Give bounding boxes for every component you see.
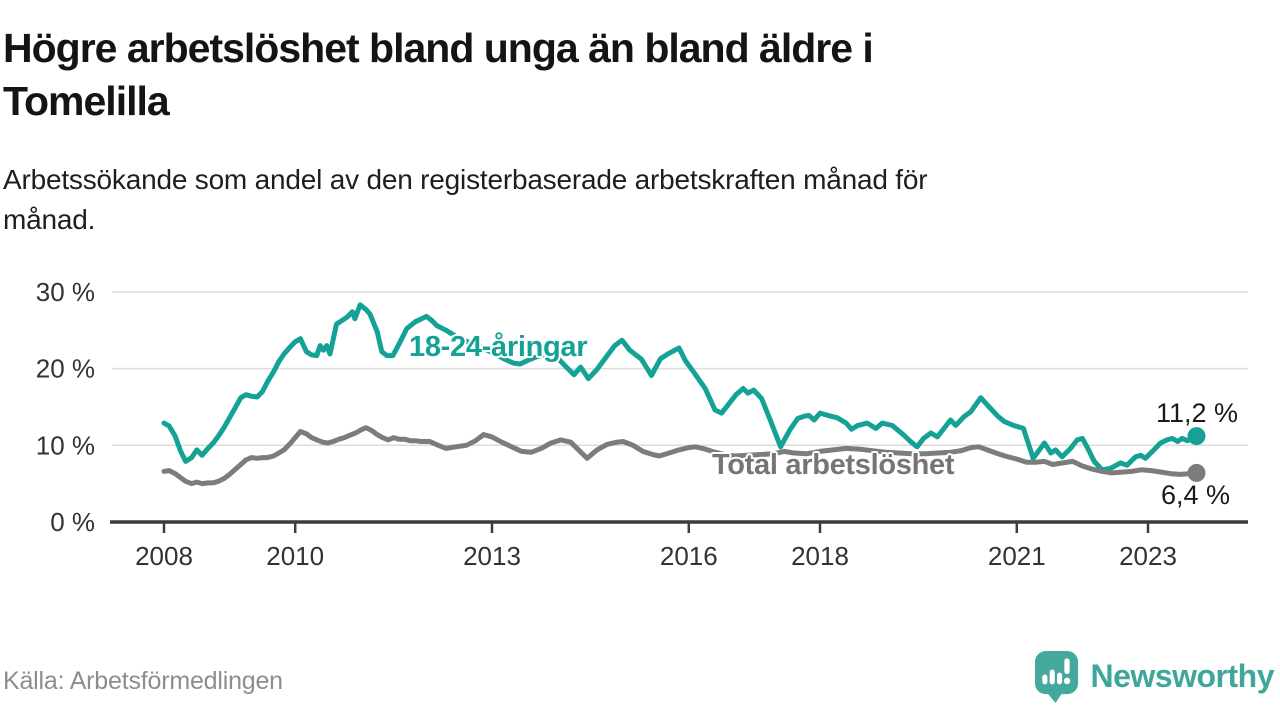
x-tick-label: 2008: [135, 541, 193, 571]
series-line-0: [161, 302, 1199, 473]
page-subtitle-line1: Arbetssökande som andel av den registerb…: [3, 164, 928, 195]
series-end-dot-0: [1187, 427, 1206, 446]
end-value-total: 6,4 %: [1160, 480, 1230, 510]
page-title-line2: Tomelilla: [3, 78, 170, 124]
x-tick-label: 2018: [791, 541, 849, 571]
page-title-line1: Högre arbetslöshet bland unga än bland ä…: [3, 25, 874, 71]
x-tick-label: 2016: [660, 541, 718, 571]
y-tick-label: 20 %: [36, 354, 95, 384]
series-label-total: Total arbetslöshet: [712, 449, 955, 481]
newsworthy-wordmark: Newsworthy: [1090, 658, 1275, 694]
series-end-dot-1: [1187, 463, 1206, 482]
x-tick-label: 2021: [988, 541, 1046, 571]
page-subtitle-line2: månad.: [3, 204, 96, 235]
newsworthy-logo: Newsworthy: [1034, 650, 1275, 703]
y-tick-label: 30 %: [36, 277, 95, 307]
x-tick-label: 2010: [266, 541, 324, 571]
end-value-youth: 11,2 %: [1155, 398, 1238, 428]
y-tick-label: 0 %: [50, 507, 95, 537]
page-subtitle: Arbetssökande som andel av den registerb…: [3, 160, 1233, 240]
source-note: Källa: Arbetsförmedlingen: [3, 667, 283, 695]
page-title: Högre arbetslöshet bland unga än bland ä…: [3, 22, 1263, 128]
x-tick-label: 2013: [463, 541, 521, 571]
x-tick-label: 2023: [1119, 541, 1177, 571]
series-label-youth: 18-24-åringar: [409, 331, 588, 363]
speech-bubble-bar-chart-icon: [1034, 651, 1078, 703]
series-line-1: [161, 425, 1199, 487]
y-tick-label: 10 %: [36, 430, 95, 460]
